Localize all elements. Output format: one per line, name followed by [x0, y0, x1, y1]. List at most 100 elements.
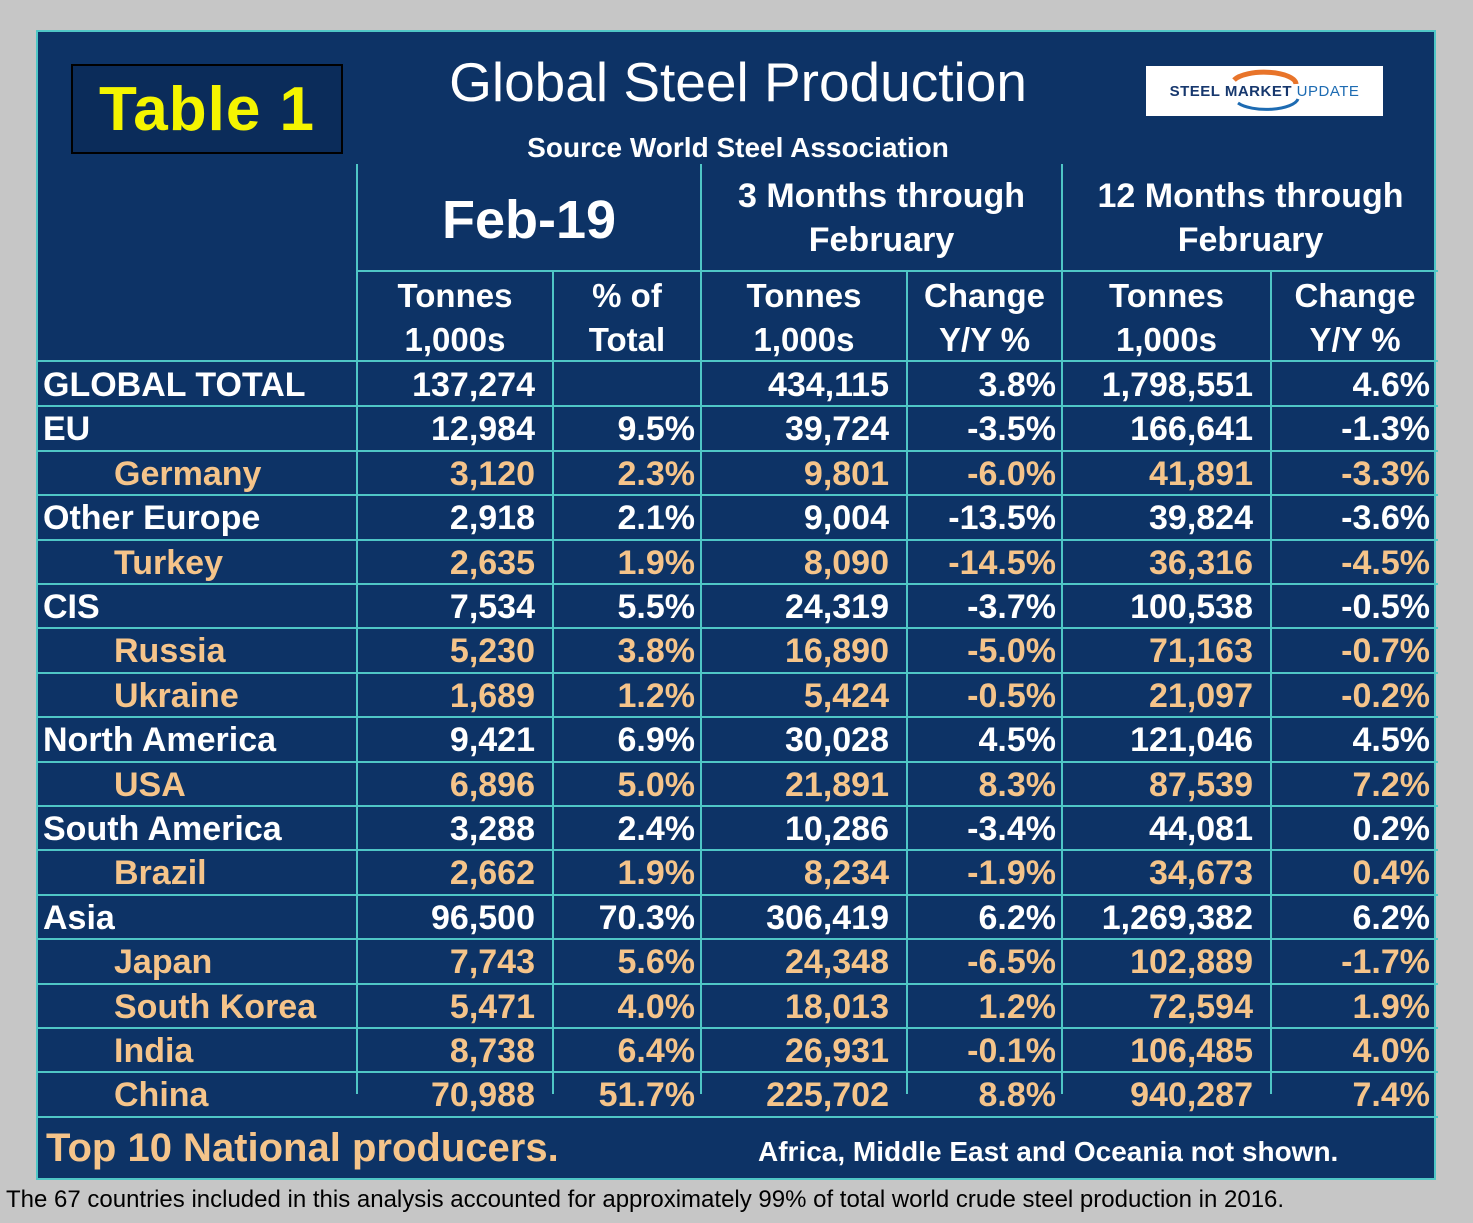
table-cell: 4.5% — [978, 721, 1057, 759]
table-row: USA 6,896 5.0% 21,891 8.3% 87,539 7.2% — [38, 762, 1438, 806]
table-cell: 87,539 — [1149, 766, 1253, 804]
table-cell: 4.5% — [1352, 721, 1431, 759]
table-cell: 8.3% — [978, 766, 1057, 804]
table-cell: 1.2% — [978, 988, 1057, 1026]
table-cell: 2.4% — [617, 810, 696, 848]
table-row: Ukraine 1,689 1.2% 5,424 -0.5% 21,097 -0.2% — [38, 673, 1438, 717]
period-header-feb19: Feb-19 — [441, 190, 617, 250]
table-cell: 6.2% — [978, 899, 1057, 937]
grid-line — [38, 627, 1438, 629]
column-header-line: Tonnes — [746, 277, 862, 314]
table-label: Table 1 — [71, 64, 343, 154]
table-cell: 24,319 — [785, 588, 889, 626]
table-cell: 1.9% — [1352, 988, 1431, 1026]
table-cell: 1.9% — [617, 544, 696, 582]
period-header-3-months: 3 Months through February — [702, 174, 1061, 262]
table-cell: 44,081 — [1149, 810, 1253, 848]
table-cell: 3.8% — [978, 366, 1057, 404]
row-name: Brazil — [114, 854, 207, 892]
table-row: China 70,988 51.7% 225,702 8.8% 940,287 7.4% — [38, 1072, 1438, 1116]
grid-line — [38, 1116, 1438, 1118]
table-cell: 6.9% — [617, 721, 696, 759]
table-cell: -0.1% — [967, 1032, 1056, 1070]
table-cell: -6.0% — [967, 455, 1056, 493]
table-cell: 121,046 — [1130, 721, 1253, 759]
table-cell: 36,316 — [1149, 544, 1253, 582]
table-cell: -3.4% — [967, 810, 1056, 848]
table-cell: -3.5% — [967, 410, 1056, 448]
row-name: CIS — [43, 588, 100, 626]
row-name: South America — [43, 810, 282, 848]
table-cell: 7.2% — [1352, 766, 1431, 804]
table-cell: 3.8% — [617, 632, 696, 670]
logo-swoosh-icon — [1232, 69, 1300, 111]
table-cell: 5,230 — [449, 632, 535, 670]
table-cell: 10,286 — [785, 810, 889, 848]
table-row: South Korea 5,471 4.0% 18,013 1.2% 72,594 1.9% — [38, 984, 1438, 1028]
table-cell: 434,115 — [767, 366, 889, 404]
table-cell: 7.4% — [1352, 1076, 1431, 1114]
table-cell: 30,028 — [785, 721, 889, 759]
grid-line — [1061, 164, 1063, 1094]
table-cell: -1.9% — [967, 854, 1056, 892]
grid-line — [38, 983, 1438, 985]
table-cell: -0.5% — [967, 677, 1056, 715]
table-row: Asia 96,500 70.3% 306,419 6.2% 1,269,382 6.2% — [38, 895, 1438, 939]
column-header: Tonnes 1,000s — [1063, 274, 1270, 362]
table-cell: -6.5% — [967, 943, 1056, 981]
table-cell: -3.3% — [1341, 455, 1430, 493]
table-cell: 1.9% — [617, 854, 696, 892]
grid-line — [38, 583, 1438, 585]
column-header-line: Y/Y % — [938, 321, 1031, 358]
table-cell: -3.6% — [1341, 499, 1430, 537]
table-cell: 8,090 — [803, 544, 889, 582]
row-name: Turkey — [114, 544, 223, 582]
table-cell: -1.7% — [1341, 943, 1430, 981]
table-cell: 1,689 — [449, 677, 535, 715]
table-cell: 9.5% — [617, 410, 696, 448]
row-name: South Korea — [114, 988, 317, 1026]
table-cell: 4.0% — [617, 988, 696, 1026]
table-cell: -0.7% — [1341, 632, 1430, 670]
table-cell: 70,988 — [431, 1076, 535, 1114]
table-cell: 6,896 — [449, 766, 535, 804]
table-row: Brazil 2,662 1.9% 8,234 -1.9% 34,673 0.4% — [38, 850, 1438, 894]
grid-line — [38, 494, 1438, 496]
table-cell: 7,743 — [449, 943, 535, 981]
table-cell: 3,288 — [449, 810, 535, 848]
column-header-line: 1,000s — [1116, 321, 1217, 358]
steel-production-panel: Table 1 Global Steel Production Source W… — [36, 30, 1438, 1180]
table-row: Japan 7,743 5.6% 24,348 -6.5% 102,889 -1.7% — [38, 939, 1438, 983]
table-cell: 9,801 — [803, 455, 889, 493]
table-row: Germany 3,120 2.3% 9,801 -6.0% 41,891 -3.3% — [38, 451, 1438, 495]
row-name: Russia — [114, 632, 226, 670]
table-row: North America 9,421 6.9% 30,028 4.5% 121,046 4… — [38, 717, 1438, 761]
logo-bold-text: STEEL MARKET — [1169, 82, 1292, 100]
table-cell: 306,419 — [766, 899, 889, 937]
table-cell: 18,013 — [785, 988, 889, 1026]
table-cell: 2,918 — [449, 499, 535, 537]
steel-market-update-logo: STEEL MARKET UPDATE — [1146, 66, 1383, 116]
table-cell: -5.0% — [967, 632, 1056, 670]
table-cell: 39,824 — [1149, 499, 1253, 537]
table-cell: 5,471 — [449, 988, 535, 1026]
footer-top-producers-note: Top 10 National producers. — [46, 1126, 559, 1170]
table-cell: 106,485 — [1130, 1032, 1253, 1070]
grid-line — [38, 672, 1438, 674]
column-header: Tonnes 1,000s — [358, 274, 552, 362]
table-cell: 9,004 — [803, 499, 889, 537]
table-row: GLOBAL TOTAL 137,274 434,115 3.8% 1,798,551 4… — [38, 362, 1438, 406]
caption: The 67 countries included in this analys… — [6, 1186, 1285, 1213]
grid-line — [38, 405, 1438, 407]
table-cell: 5.6% — [617, 943, 696, 981]
table-row: Russia 5,230 3.8% 16,890 -5.0% 71,163 -0.7% — [38, 628, 1438, 672]
column-header-line: 1,000s — [404, 321, 506, 358]
table-cell: 0.2% — [1352, 810, 1431, 848]
column-header: Change Y/Y % — [908, 274, 1061, 362]
table-cell: 3,120 — [449, 455, 535, 493]
grid-line — [38, 450, 1438, 452]
table-cell: 7,534 — [449, 588, 535, 626]
table-cell: 166,641 — [1130, 410, 1253, 448]
table-row: Other Europe 2,918 2.1% 9,004 -13.5% 39,824 -3… — [38, 495, 1438, 539]
table-cell: 70.3% — [598, 899, 695, 937]
